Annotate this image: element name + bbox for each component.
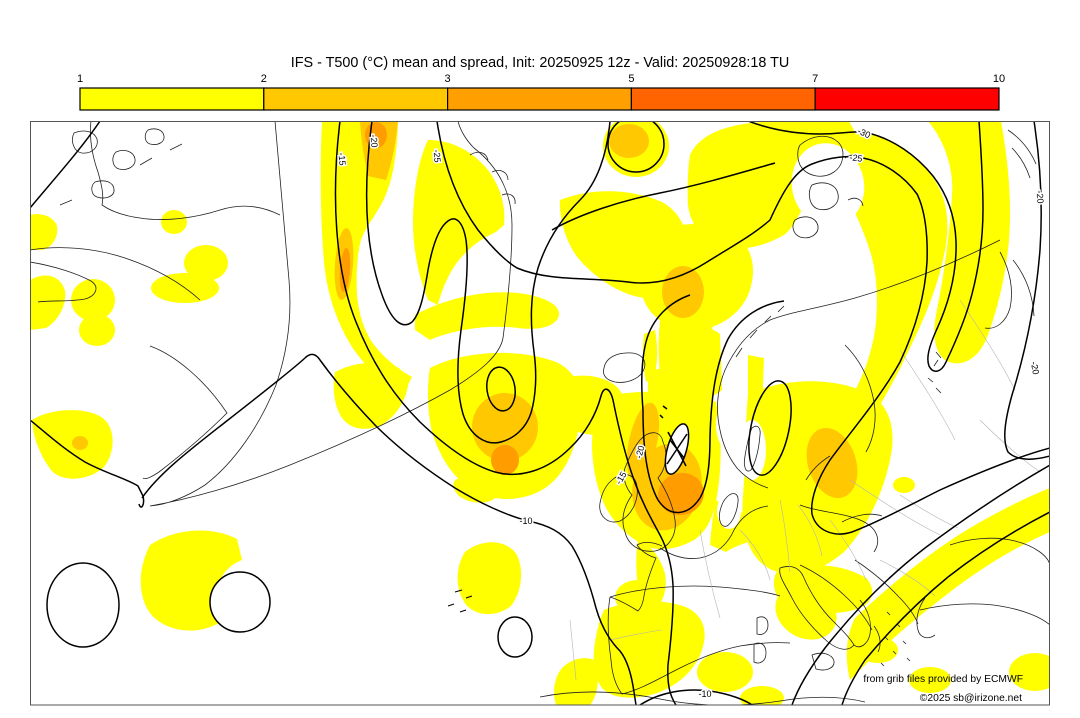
svg-text:-15: -15 xyxy=(336,152,347,166)
svg-text:3: 3 xyxy=(445,73,451,85)
svg-text:IFS - T500 (°C) mean and sprea: IFS - T500 (°C) mean and spread, Init: 2… xyxy=(291,55,790,71)
svg-text:-20: -20 xyxy=(368,134,379,148)
svg-text:5: 5 xyxy=(628,73,634,85)
svg-text:-20: -20 xyxy=(1034,190,1045,204)
svg-text:7: 7 xyxy=(812,73,818,85)
svg-text:©2025 sb@irizone.net: ©2025 sb@irizone.net xyxy=(920,693,1022,704)
svg-text:2: 2 xyxy=(261,73,267,85)
svg-text:-10: -10 xyxy=(519,516,532,526)
svg-text:-25: -25 xyxy=(431,149,442,163)
svg-text:from grib files provided by EC: from grib files provided by ECMWF xyxy=(863,674,1023,685)
svg-text:10: 10 xyxy=(993,73,1005,85)
svg-text:-10: -10 xyxy=(698,689,711,699)
svg-text:-20: -20 xyxy=(1029,361,1041,376)
svg-text:1: 1 xyxy=(77,73,83,85)
svg-text:-25: -25 xyxy=(849,152,863,164)
